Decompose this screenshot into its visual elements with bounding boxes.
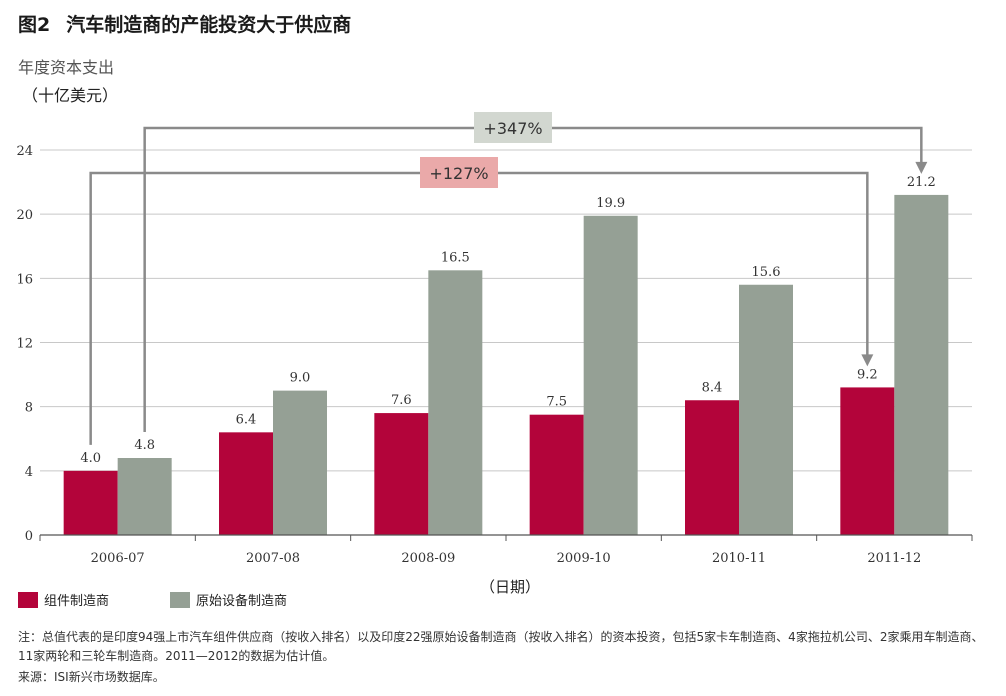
data-label: 4.0 — [80, 451, 101, 466]
footnote: 注：总值代表的是印度94强上市汽车组件供应商（按收入排名）以及印度22强原始设备… — [18, 630, 984, 663]
y-tick-label: 12 — [16, 337, 33, 352]
x-tick-label: 2006-07 — [91, 551, 145, 566]
x-tick-label: 2007-08 — [246, 551, 300, 566]
data-label: 15.6 — [752, 265, 781, 280]
data-label: 19.9 — [596, 196, 625, 211]
bar-oem — [583, 215, 638, 536]
bar-oem — [273, 390, 327, 535]
data-label: 4.8 — [134, 438, 155, 453]
legend-swatch-oem — [170, 591, 190, 608]
figure-title: 图2 汽车制造商的产能投资大于供应商 — [18, 10, 351, 37]
oem-growth-annotation-box — [474, 112, 552, 143]
growth-annotations: +347% +127% — [89, 112, 928, 445]
data-label: 21.2 — [907, 175, 936, 190]
legend-swatch-supplier — [18, 591, 38, 608]
data-label: 16.5 — [441, 250, 470, 265]
x-tick-label: 2008-09 — [401, 551, 455, 566]
axes: 0 4 8 12 16 20 24 2006-07 2007-08 2008-09 2009-10 2… — [16, 144, 973, 566]
bars — [63, 194, 949, 536]
supplier-growth-annotation-box — [420, 157, 498, 188]
y-axis-label: 年度资本支出 — [18, 58, 115, 77]
supplier-growth-annotation: +127% — [89, 157, 874, 445]
legend-label-supplier: 组件制造商 — [44, 594, 110, 609]
bar-supplier — [529, 414, 584, 535]
legend-item-supplier: 组件制造商 — [18, 590, 109, 609]
data-label: 7.6 — [391, 393, 412, 408]
data-label: 9.0 — [290, 371, 311, 386]
legend-item-oem: 原始设备制造商 — [170, 590, 287, 609]
figure-title-text: 汽车制造商的产能投资大于供应商 — [66, 14, 352, 36]
bar-oem — [739, 284, 793, 535]
x-axis-label: （日期） — [480, 578, 541, 596]
y-axis-unit: （十亿美元） — [22, 86, 119, 105]
bar-chart: +347% +127% 4.0 4.8 6.4 9.0 7.6 16.5 7.5 19.9 8.4… — [16, 112, 973, 566]
x-tick-label: 2011-12 — [867, 551, 921, 566]
data-label: 7.5 — [546, 395, 567, 410]
y-tick-label: 20 — [16, 208, 33, 223]
bar-oem — [428, 270, 483, 535]
gridlines — [40, 149, 972, 472]
bar-oem — [894, 194, 949, 535]
bar-oem — [117, 458, 172, 535]
bar-supplier — [374, 413, 429, 535]
bar-supplier — [840, 387, 895, 535]
data-label: 6.4 — [236, 412, 257, 427]
y-tick-label: 8 — [25, 401, 33, 416]
supplier-growth-annotation-label: +127% — [429, 164, 488, 183]
y-tick-label: 0 — [25, 529, 33, 544]
bar-supplier — [219, 432, 273, 535]
bar-supplier — [685, 400, 739, 535]
oem-growth-annotation-label: +347% — [483, 119, 542, 138]
source-note: 来源：ISI新兴市场数据库。 — [18, 670, 165, 684]
x-tick-label: 2010-11 — [712, 551, 766, 566]
y-tick-label: 24 — [16, 144, 33, 159]
data-label: 8.4 — [702, 380, 723, 395]
oem-growth-annotation: +347% — [143, 112, 928, 432]
y-tick-label: 16 — [16, 272, 33, 287]
data-labels: 4.0 4.8 6.4 9.0 7.6 16.5 7.5 19.9 8.4 15.6 9.2 21.2 — [80, 175, 935, 466]
y-tick-label: 4 — [25, 465, 33, 480]
legend-label-oem: 原始设备制造商 — [196, 594, 288, 609]
figure-number: 图2 — [18, 14, 51, 36]
data-label: 9.2 — [857, 367, 878, 382]
bar-supplier — [63, 470, 118, 535]
x-tick-label: 2009-10 — [557, 551, 611, 566]
